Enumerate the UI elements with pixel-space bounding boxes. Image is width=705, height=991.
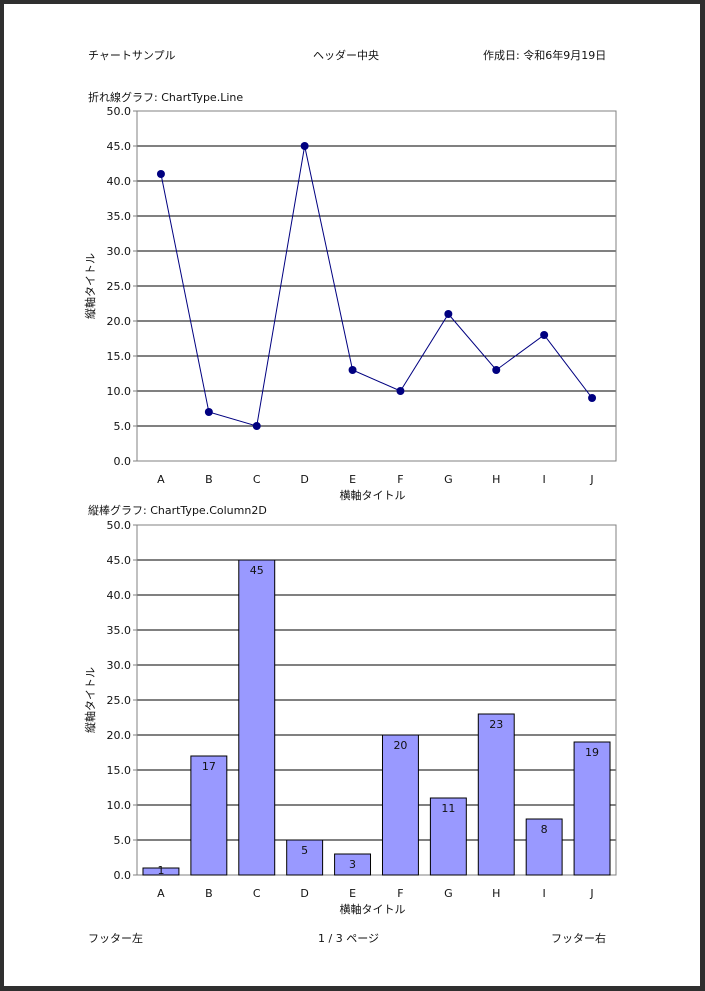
x-axis-title: 横軸タイトル — [340, 902, 406, 916]
x-tick-label: H — [492, 887, 500, 900]
x-tick-label: F — [397, 887, 403, 900]
x-tick-label: D — [300, 473, 308, 486]
bar — [238, 559, 276, 876]
x-tick-label: C — [253, 887, 261, 900]
y-tick-label: 5.0 — [114, 420, 132, 433]
y-tick-label: 15.0 — [107, 764, 132, 777]
x-axis-title: 横軸タイトル — [340, 488, 406, 502]
header-left: チャートサンプル — [88, 49, 176, 62]
header-center: ヘッダー中央 — [313, 49, 379, 62]
y-tick-label: 0.0 — [114, 869, 132, 882]
report-page: チャートサンプル ヘッダー中央 作成日: 令和6年9月19日 折れ線グラフ: C… — [4, 4, 700, 986]
data-label: 8 — [541, 823, 548, 836]
y-tick-label: 20.0 — [107, 315, 132, 328]
bar — [142, 867, 180, 876]
bar — [525, 818, 563, 876]
y-tick-label: 15.0 — [107, 350, 132, 363]
y-axis-title: 縦軸タイトル — [83, 667, 97, 733]
x-tick-label: C — [253, 473, 261, 486]
x-tick-label: I — [543, 473, 546, 486]
bar — [477, 713, 515, 876]
x-tick-label: E — [349, 473, 356, 486]
line-chart: 0.0 5.0 10.0 15.0 20.0 25.0 30.0 35.0 40.0 45.0 50… — [83, 105, 617, 502]
x-tick-label: E — [349, 887, 356, 900]
data-point — [588, 394, 597, 402]
data-point — [204, 408, 213, 416]
data-point — [396, 387, 405, 395]
bar — [286, 839, 324, 876]
data-label: 23 — [489, 718, 503, 731]
data-point — [444, 310, 453, 318]
data-label: 11 — [441, 802, 455, 815]
y-tick-label: 35.0 — [107, 210, 132, 223]
y-tick-label: 0.0 — [114, 455, 132, 468]
data-point — [300, 142, 309, 150]
y-tick-label: 25.0 — [107, 694, 132, 707]
y-tick-label: 40.0 — [107, 589, 132, 602]
data-point — [156, 170, 165, 178]
y-tick-label: 25.0 — [107, 280, 132, 293]
x-tick-label: A — [157, 887, 165, 900]
y-axis-title: 縦軸タイトル — [83, 253, 97, 319]
data-point — [348, 366, 357, 374]
bar — [334, 853, 372, 876]
bar — [429, 797, 467, 876]
x-tick-label: D — [300, 887, 308, 900]
x-tick-label: G — [444, 473, 453, 486]
data-point — [252, 422, 261, 430]
data-label: 19 — [585, 746, 599, 759]
data-point — [540, 331, 549, 339]
x-tick-label: F — [397, 473, 403, 486]
data-label: 45 — [250, 564, 264, 577]
y-tick-label: 10.0 — [107, 385, 132, 398]
plot-area-frame — [136, 110, 617, 462]
data-label: 3 — [349, 858, 356, 871]
x-tick-label: J — [589, 473, 593, 486]
y-tick-label: 50.0 — [107, 519, 132, 532]
x-tick-label: B — [205, 473, 213, 486]
x-tick-label: I — [543, 887, 546, 900]
x-tick-label: B — [205, 887, 213, 900]
x-tick-label: A — [157, 473, 165, 486]
data-point — [492, 366, 501, 374]
data-label: 1 — [157, 864, 164, 877]
y-tick-label: 5.0 — [114, 834, 132, 847]
y-tick-label: 50.0 — [107, 105, 132, 118]
bar — [190, 755, 228, 876]
x-tick-label: G — [444, 887, 453, 900]
x-tick-label: H — [492, 473, 500, 486]
line-chart-title: 折れ線グラフ: ChartType.Line — [88, 91, 244, 104]
y-tick-label: 10.0 — [107, 799, 132, 812]
bar — [381, 734, 419, 876]
y-tick-label: 30.0 — [107, 659, 132, 672]
bar-chart: 0.0 5.0 10.0 15.0 20.0 25.0 30.0 35.0 40.0 45.0 50… — [83, 519, 617, 916]
bar-chart-title: 縦棒グラフ: ChartType.Column2D — [88, 504, 267, 517]
data-label: 5 — [301, 844, 308, 857]
plot-area-frame — [136, 524, 617, 876]
y-tick-label: 40.0 — [107, 175, 132, 188]
data-label: 17 — [202, 760, 216, 773]
y-tick-label: 30.0 — [107, 245, 132, 258]
x-tick-label: J — [589, 887, 593, 900]
footer-center: 1 / 3 ページ — [318, 932, 379, 945]
series-line — [160, 145, 593, 427]
footer-left: フッター左 — [88, 932, 143, 945]
bar — [573, 741, 611, 876]
y-tick-label: 45.0 — [107, 554, 132, 567]
y-tick-label: 20.0 — [107, 729, 132, 742]
footer-right: フッター右 — [551, 932, 606, 945]
y-tick-label: 45.0 — [107, 140, 132, 153]
header-right: 作成日: 令和6年9月19日 — [483, 49, 607, 62]
y-tick-label: 35.0 — [107, 624, 132, 637]
data-label: 20 — [393, 739, 407, 752]
